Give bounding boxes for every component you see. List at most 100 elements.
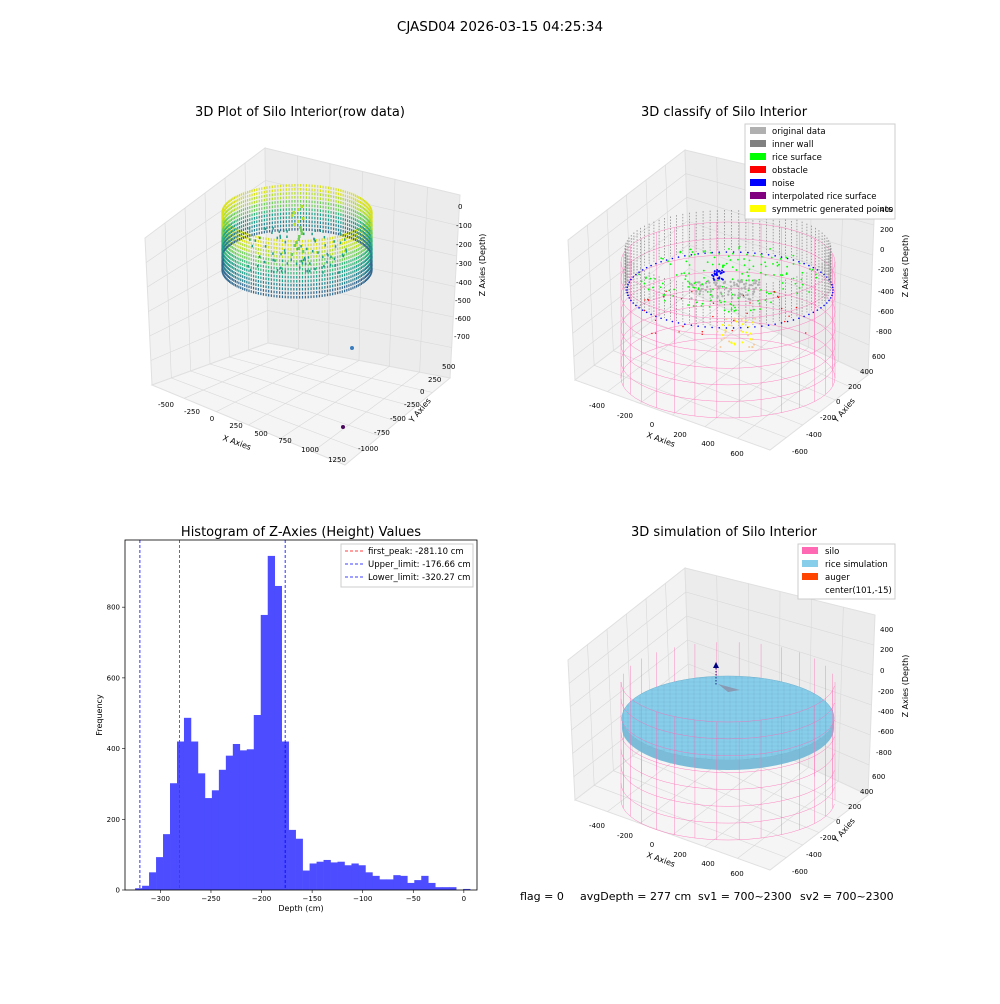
data-point <box>289 192 290 195</box>
data-point <box>361 258 362 261</box>
data-point <box>330 191 331 194</box>
panel3-title: Histogram of Z-Axies (Height) Values <box>181 525 421 540</box>
data-point <box>300 229 303 232</box>
noise-point <box>781 256 783 258</box>
original-data-point <box>754 279 756 281</box>
data-point <box>232 278 233 281</box>
data-point <box>240 267 241 270</box>
data-point <box>237 281 238 284</box>
svg-text:-800: -800 <box>876 749 892 757</box>
data-point <box>344 246 345 249</box>
noise-point <box>660 317 662 319</box>
data-point <box>246 249 247 252</box>
data-point <box>322 282 323 285</box>
data-point <box>237 235 238 238</box>
noise-point <box>726 251 728 253</box>
data-point <box>288 284 289 287</box>
data-point <box>248 262 249 265</box>
rice-surface-point <box>692 251 694 253</box>
data-point <box>240 287 241 290</box>
data-point <box>322 286 323 289</box>
data-point <box>276 283 277 286</box>
figure-title: CJASD04 2026-03-15 04:25:34 <box>397 19 603 35</box>
data-point <box>360 225 361 228</box>
data-point <box>344 262 345 265</box>
data-point <box>357 203 358 206</box>
data-point <box>340 229 341 232</box>
data-point <box>261 195 262 198</box>
original-data-point <box>748 279 750 281</box>
data-point <box>365 229 366 232</box>
noise-point <box>817 309 819 311</box>
data-point <box>232 258 233 261</box>
legend-label: Upper_limit: -176.66 cm <box>368 560 471 570</box>
data-point <box>367 273 368 276</box>
rice-surface-point <box>765 274 767 276</box>
data-point <box>356 265 357 268</box>
data-point <box>325 206 326 209</box>
data-point <box>243 208 244 211</box>
data-point <box>342 282 343 285</box>
data-point <box>321 266 323 269</box>
data-point <box>303 192 304 195</box>
data-point <box>365 275 366 278</box>
data-point <box>223 254 224 257</box>
data-point <box>365 221 366 224</box>
data-point <box>365 205 366 208</box>
data-point <box>248 250 249 253</box>
data-point <box>265 281 266 284</box>
data-point <box>335 248 336 251</box>
data-point <box>289 208 290 211</box>
x-tick-label: −200 <box>252 895 271 903</box>
data-point <box>366 270 367 273</box>
data-point <box>251 278 252 281</box>
data-point <box>260 273 261 276</box>
data-point <box>357 227 358 230</box>
data-point <box>229 272 230 275</box>
data-point <box>285 296 286 299</box>
legend-swatch <box>750 166 766 173</box>
data-point <box>290 244 291 247</box>
data-point <box>302 284 303 287</box>
data-point <box>282 267 283 270</box>
data-point <box>327 270 328 273</box>
rice-surface-point <box>679 252 681 254</box>
data-point <box>332 273 333 276</box>
legend-swatch <box>750 153 766 160</box>
data-point <box>250 269 252 272</box>
data-point <box>339 251 340 254</box>
data-point <box>251 262 252 265</box>
original-data-point <box>748 287 750 289</box>
data-point <box>253 283 254 286</box>
data-point <box>308 288 309 291</box>
svg-text:0: 0 <box>880 667 884 675</box>
data-point <box>358 204 359 207</box>
data-point <box>316 259 317 262</box>
data-point <box>273 255 274 258</box>
data-point <box>354 246 355 249</box>
data-point <box>241 193 242 196</box>
data-point <box>242 279 243 282</box>
data-point <box>332 265 333 268</box>
data-point <box>343 210 344 213</box>
data-point <box>319 267 320 270</box>
data-point <box>293 260 294 263</box>
data-point <box>354 254 355 257</box>
panel1-title: 3D Plot of Silo Interior(row data) <box>195 105 405 120</box>
data-point <box>345 211 346 214</box>
data-point <box>289 196 290 199</box>
data-point <box>358 208 359 211</box>
data-point <box>242 263 243 266</box>
data-point <box>235 284 236 287</box>
data-point <box>335 260 336 263</box>
data-point <box>339 255 340 258</box>
data-point <box>349 224 350 227</box>
data-point <box>339 259 340 262</box>
data-point <box>227 233 228 236</box>
rice-surface-point <box>703 277 705 279</box>
data-point <box>254 209 255 212</box>
data-point <box>313 279 314 282</box>
data-point <box>359 263 360 266</box>
y-tick-label: 800 <box>107 604 120 612</box>
data-point <box>235 224 236 227</box>
